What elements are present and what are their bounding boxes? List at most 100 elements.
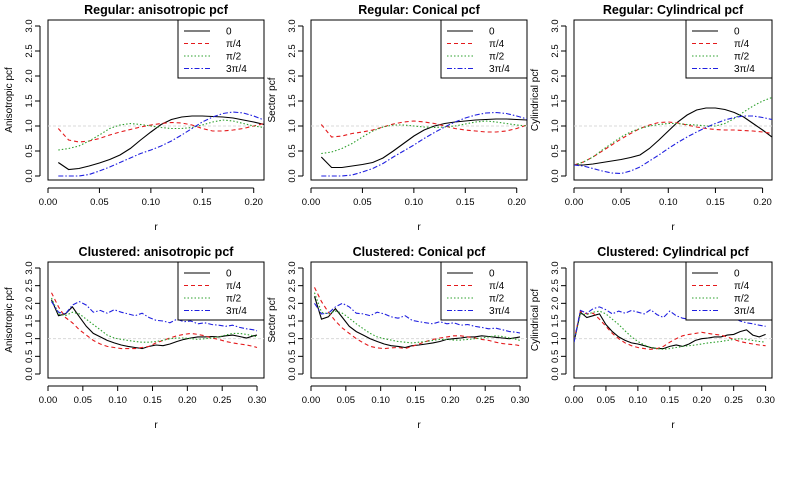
chart-panel-6: Clustered: Cylindrical pcf 0.00 0.05 0.10 0.… xyxy=(530,245,775,431)
y-tick-label: 3.0 xyxy=(550,261,561,274)
y-tick-label: 0.5 xyxy=(24,350,35,363)
x-axis-label: r xyxy=(154,420,158,431)
legend: 0π/4 π/23π/4 xyxy=(177,19,265,79)
legend: 0π/4 π/23π/4 xyxy=(440,261,528,321)
y-tick-label: 2.0 xyxy=(287,297,298,310)
y-tick-label: 3.0 xyxy=(287,261,298,274)
y-tick-label: 2.0 xyxy=(550,69,561,82)
series-line-1 xyxy=(314,287,521,350)
y-tick-label: 0.5 xyxy=(287,350,298,363)
y-tick-label: 2.0 xyxy=(24,297,35,310)
y-tick-label: 1.0 xyxy=(287,332,298,345)
x-tick-label: 0.00 xyxy=(565,395,584,406)
chart-title: Clustered: anisotropic pcf xyxy=(79,245,235,259)
series-line-1 xyxy=(574,121,772,166)
y-tick-label: 1.0 xyxy=(24,119,35,132)
x-tick-label: 0.10 xyxy=(629,395,648,406)
x-axis-label: r xyxy=(154,222,158,233)
series-line-3 xyxy=(574,306,766,343)
legend-box xyxy=(685,19,773,79)
y-tick-label: 3.0 xyxy=(24,19,35,32)
x-tick-label: 0.30 xyxy=(756,395,775,406)
x-tick-label: 0.15 xyxy=(456,197,475,208)
x-tick-label: 0.10 xyxy=(108,395,127,406)
y-tick-label: 0.5 xyxy=(287,144,298,157)
series-line-2 xyxy=(58,119,264,151)
x-axis-label: r xyxy=(417,222,421,233)
y-tick-label: 1.0 xyxy=(287,119,298,132)
x-tick-label: 0.15 xyxy=(193,197,212,208)
y-tick-label: 1.5 xyxy=(24,314,35,327)
x-tick-label: 0.25 xyxy=(213,395,232,406)
legend-label: 3π/4 xyxy=(489,306,510,317)
legend-box xyxy=(177,19,265,79)
legend-label: π/4 xyxy=(489,39,505,50)
plot-frame xyxy=(47,19,265,181)
series-line-1 xyxy=(57,121,264,143)
legend: 0π/4 π/23π/4 xyxy=(685,261,773,321)
y-tick-label: 1.0 xyxy=(24,332,35,345)
legend-box xyxy=(177,261,265,321)
legend-label: π/4 xyxy=(734,281,750,292)
chart-title: Regular: Cylindrical pcf xyxy=(603,3,744,17)
series-line-1 xyxy=(574,310,766,350)
series-line-2 xyxy=(574,96,772,166)
y-tick-label: 2.0 xyxy=(287,69,298,82)
series-line-0 xyxy=(574,311,766,350)
plot-frame xyxy=(310,19,528,181)
legend-label: π/4 xyxy=(226,281,242,292)
series-line-0 xyxy=(57,115,264,171)
x-tick-label: 0.05 xyxy=(90,197,109,208)
y-tick-label: 0.5 xyxy=(550,144,561,157)
y-tick-label: 2.5 xyxy=(24,44,35,57)
x-axis-label: r xyxy=(671,420,675,431)
series-line-1 xyxy=(51,292,258,350)
x-tick-label: 0.20 xyxy=(507,197,526,208)
x-tick-label: 0.05 xyxy=(597,395,616,406)
y-tick-label: 0.0 xyxy=(550,367,561,380)
x-tick-label: 0.15 xyxy=(406,395,425,406)
legend-label: π/2 xyxy=(489,52,505,63)
y-axis-label: Cylindrical pcf xyxy=(530,289,541,351)
legend-label: 0 xyxy=(489,27,495,38)
series-line-0 xyxy=(574,107,772,166)
series-line-3 xyxy=(314,302,521,334)
x-tick-label: 0.20 xyxy=(692,395,711,406)
y-tick-label: 2.0 xyxy=(550,297,561,310)
x-tick-label: 0.00 xyxy=(565,197,584,208)
plot-frame xyxy=(573,19,773,181)
series-line-3 xyxy=(58,111,264,177)
chart-title: Clustered: Cylindrical pcf xyxy=(597,245,749,259)
legend-label: π/2 xyxy=(226,52,242,63)
series-line-3 xyxy=(321,111,527,177)
chart-title: Regular: Conical pcf xyxy=(358,3,480,17)
y-tick-label: 2.0 xyxy=(24,69,35,82)
x-tick-label: 0.00 xyxy=(302,395,321,406)
series-line-1 xyxy=(320,120,527,138)
legend-label: π/4 xyxy=(226,39,242,50)
y-tick-label: 0.0 xyxy=(24,367,35,380)
x-tick-label: 0.00 xyxy=(302,197,321,208)
legend-label: π/2 xyxy=(226,294,242,305)
x-tick-label: 0.10 xyxy=(142,197,161,208)
x-axis-label: r xyxy=(417,420,421,431)
legend-label: 0 xyxy=(226,269,232,280)
x-tick-label: 0.10 xyxy=(659,197,678,208)
legend-label: 3π/4 xyxy=(489,64,510,75)
y-axis-label: Anisotropic pcf xyxy=(4,287,15,353)
x-tick-label: 0.05 xyxy=(337,395,356,406)
y-tick-label: 1.5 xyxy=(550,94,561,107)
series-line-2 xyxy=(321,120,527,155)
y-tick-label: 2.5 xyxy=(24,279,35,292)
x-tick-label: 0.30 xyxy=(248,395,267,406)
legend-label: 0 xyxy=(489,269,495,280)
legend: 0π/4 π/23π/4 xyxy=(177,261,265,321)
y-tick-label: 0.0 xyxy=(550,169,561,182)
legend-label: 3π/4 xyxy=(226,64,247,75)
